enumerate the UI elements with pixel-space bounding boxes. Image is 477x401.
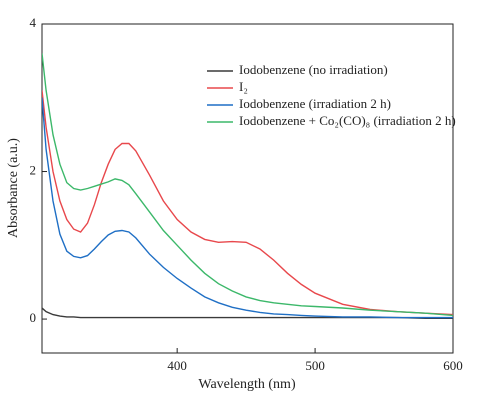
series-line (42, 97, 453, 319)
series-line (42, 53, 453, 317)
x-axis-title: Wavelength (nm) (198, 377, 296, 392)
x-tick-label: 400 (167, 358, 187, 373)
plot-frame (41, 23, 454, 354)
y-tick-label: 2 (30, 163, 37, 178)
legend-label: Iodobenzene (irradiation 2 h) (239, 96, 391, 111)
y-axis-title: Absorbance (a.u.) (6, 138, 21, 238)
y-tick-label: 0 (30, 310, 37, 325)
legend-label: Iodobenzene + Co₂(CO)₈ (irradiation 2 h) (239, 113, 456, 128)
legend-label: I₂ (239, 79, 248, 94)
legend-label: Iodobenzene (no irradiation) (239, 62, 388, 77)
x-tick-label: 500 (305, 358, 325, 373)
x-tick-label: 600 (443, 358, 463, 373)
y-tick-label: 4 (30, 15, 37, 30)
series-line (42, 307, 453, 319)
series-line (42, 90, 453, 316)
